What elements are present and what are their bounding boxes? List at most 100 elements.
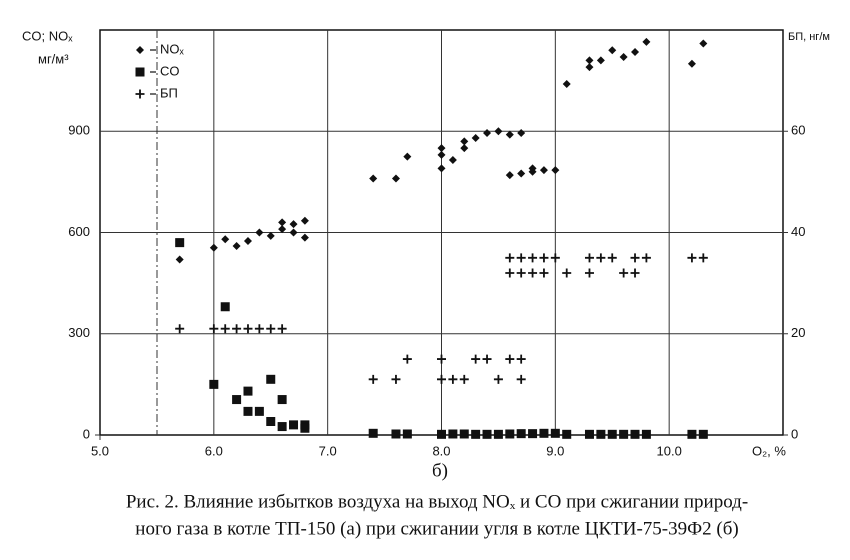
- y-tick-label: 600: [68, 224, 90, 239]
- point: [516, 374, 526, 384]
- legend-label: БП: [160, 85, 178, 100]
- legend-marker: [135, 89, 145, 99]
- y-axis-label: CO; NOₓ: [22, 28, 73, 43]
- point: [220, 302, 230, 312]
- point: [243, 236, 252, 245]
- point: [300, 216, 309, 225]
- point: [437, 144, 446, 153]
- point: [516, 253, 526, 263]
- point: [459, 374, 469, 384]
- point: [300, 233, 309, 242]
- point: [460, 137, 469, 146]
- point: [528, 268, 538, 278]
- point: [539, 166, 548, 175]
- point: [562, 80, 571, 88]
- y-tick-label: 0: [83, 426, 90, 441]
- point: [562, 429, 572, 439]
- point: [369, 174, 378, 183]
- point: [687, 59, 696, 68]
- y2-tick-label: 60: [791, 123, 805, 138]
- point: [631, 47, 640, 56]
- point: [460, 144, 469, 153]
- point: [493, 429, 503, 439]
- point: [232, 395, 242, 405]
- x-tick-label: 5.0: [91, 443, 109, 458]
- point: [630, 253, 640, 263]
- point: [642, 37, 651, 46]
- point: [254, 324, 264, 334]
- point: [687, 253, 697, 263]
- point: [596, 429, 606, 439]
- point: [243, 406, 253, 416]
- point: [175, 238, 185, 248]
- point: [596, 253, 606, 263]
- point: [608, 46, 617, 55]
- point: [641, 429, 651, 439]
- point: [266, 417, 276, 426]
- point: [391, 429, 401, 439]
- point: [209, 243, 218, 252]
- point: [391, 374, 401, 384]
- point: [619, 53, 628, 61]
- y-tick-label: 300: [68, 325, 90, 340]
- point: [289, 220, 298, 229]
- point: [687, 429, 697, 439]
- point: [550, 428, 560, 438]
- point: [391, 174, 400, 183]
- caption: ного газа в котле ТП-150 (а) при сжигани…: [135, 518, 738, 539]
- legend-marker: [135, 67, 145, 77]
- point: [494, 127, 503, 136]
- point: [278, 225, 287, 234]
- point: [539, 268, 549, 278]
- legend-label: CO: [160, 63, 180, 78]
- point: [551, 166, 560, 175]
- y2-tick-label: 40: [791, 224, 805, 239]
- point: [289, 420, 299, 430]
- point: [505, 268, 515, 278]
- point: [607, 429, 617, 439]
- point: [505, 171, 514, 180]
- point: [562, 268, 572, 278]
- point: [505, 429, 515, 439]
- point: [505, 130, 514, 139]
- point: [471, 134, 480, 142]
- point: [539, 428, 549, 438]
- point: [402, 429, 412, 439]
- point: [607, 253, 617, 263]
- point: [255, 228, 264, 237]
- point: [277, 395, 287, 405]
- point: [505, 354, 515, 364]
- point: [448, 429, 458, 439]
- point: [209, 379, 219, 389]
- point: [232, 242, 241, 250]
- point: [277, 324, 287, 334]
- point: [437, 354, 446, 364]
- point: [266, 231, 275, 240]
- point: [641, 253, 651, 263]
- point: [175, 255, 184, 264]
- point: [630, 429, 640, 439]
- point: [471, 429, 481, 439]
- x-tick-label: 9.0: [546, 443, 564, 458]
- point: [437, 150, 446, 159]
- point: [493, 374, 503, 384]
- point: [585, 56, 594, 65]
- point: [584, 429, 594, 439]
- caption: Рис. 2. Влияние избытков воздуха на выхо…: [126, 491, 748, 512]
- point: [528, 167, 537, 176]
- point: [517, 169, 526, 178]
- point: [368, 374, 378, 384]
- point: [505, 253, 515, 263]
- point: [698, 253, 708, 263]
- point: [175, 324, 185, 334]
- point: [448, 374, 458, 384]
- point: [243, 324, 253, 334]
- point: [448, 155, 457, 164]
- y2-tick-label: 0: [791, 426, 798, 441]
- x-tick-label: 6.0: [205, 443, 223, 458]
- point: [403, 152, 412, 161]
- point: [221, 235, 230, 244]
- point: [243, 386, 253, 396]
- point: [232, 324, 242, 334]
